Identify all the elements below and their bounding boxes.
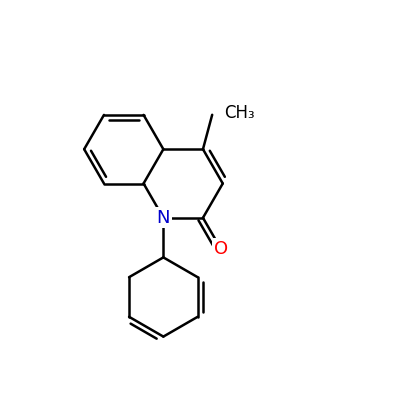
Text: N: N [156, 209, 170, 227]
Text: CH₃: CH₃ [224, 104, 255, 122]
Text: O: O [214, 240, 228, 258]
